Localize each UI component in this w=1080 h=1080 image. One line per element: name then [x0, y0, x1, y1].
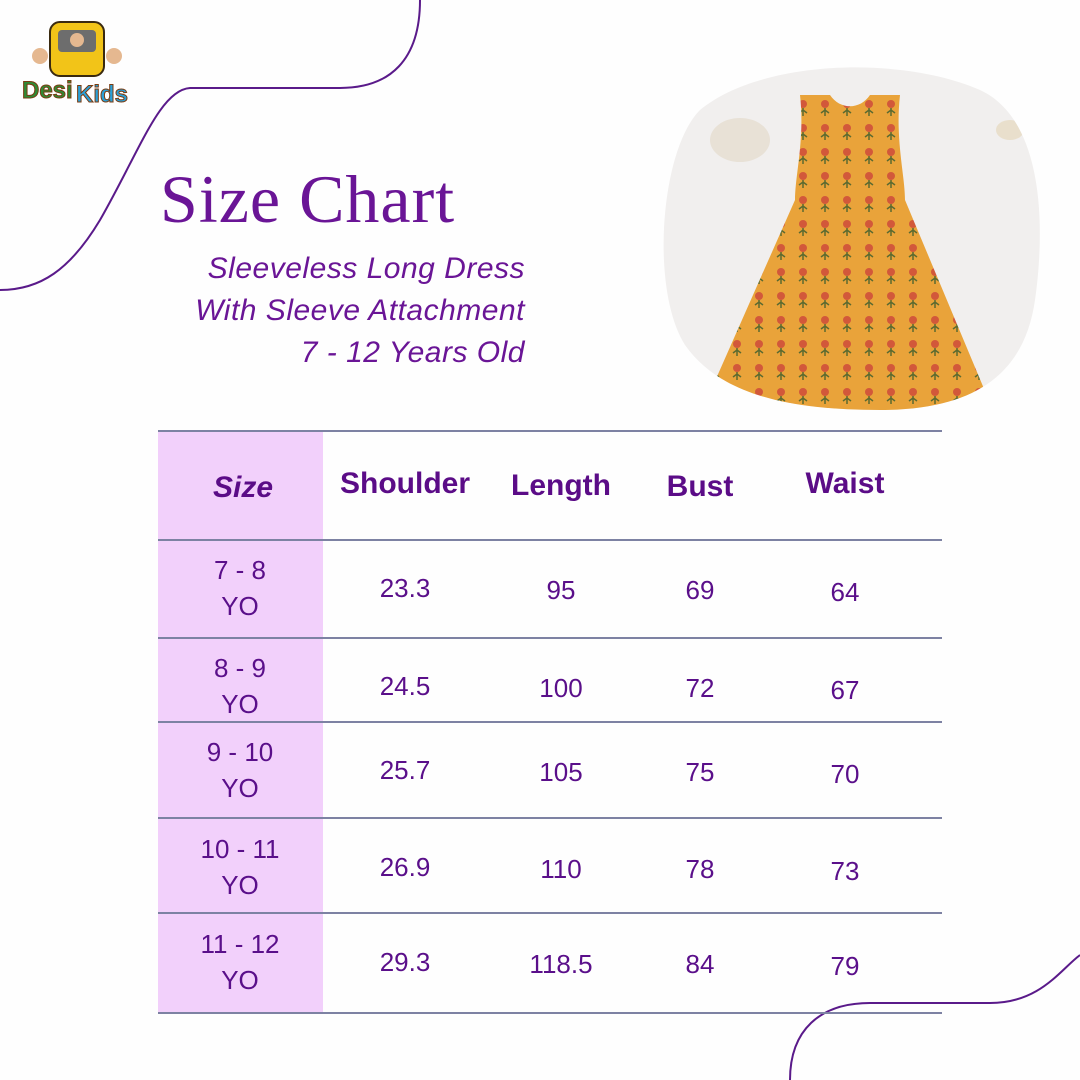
measurement-cell: 69 [685, 575, 715, 605]
size-label: 9 - 10 [206, 737, 274, 767]
table-rule [158, 817, 942, 819]
measurement-cell: 25.7 [379, 755, 431, 785]
table-rule [158, 637, 942, 639]
bottom-curve [789, 954, 1080, 1080]
size-cell: 9 - 10 YO [207, 734, 274, 806]
table-rule [158, 539, 942, 541]
measurement-cell: 79 [830, 951, 860, 981]
measurement-cell: 118.5 [529, 949, 593, 979]
size-label: 10 - 11 [200, 834, 280, 864]
dress-photo [663, 67, 1040, 410]
size-table: Size Shoulder Length Bust Waist 7 - 8 YO 2… [158, 430, 942, 1014]
header-waist: Waist [805, 467, 885, 500]
size-label: YO [221, 689, 259, 719]
size-cell: 11 - 12 YO [200, 926, 279, 998]
measurement-cell: 110 [540, 854, 582, 884]
header-shoulder: Shoulder [339, 467, 471, 500]
measurement-cell: 23.3 [379, 573, 431, 603]
table-rule [158, 430, 942, 432]
subtitle-line-3: 7 - 12 Years Old [300, 336, 525, 369]
subtitle-line-1: Sleeveless Long Dress [207, 252, 525, 285]
header-size: Size [212, 471, 274, 504]
measurement-cell: 67 [830, 675, 860, 705]
size-label: YO [221, 773, 259, 803]
table-rule [158, 721, 942, 723]
subtitle-line-2: With Sleeve Attachment [195, 294, 525, 327]
header-bust: Bust [666, 470, 734, 503]
size-label: 8 - 9 [213, 653, 267, 683]
size-label: YO [221, 870, 259, 900]
size-label: 11 - 12 [200, 929, 280, 959]
measurement-cell: 29.3 [379, 947, 431, 977]
measurement-cell: 95 [546, 575, 576, 605]
measurement-cell: 75 [685, 757, 715, 787]
measurement-cell: 105 [539, 757, 583, 787]
measurement-cell: 26.9 [379, 852, 431, 882]
table-rule [158, 912, 942, 914]
size-label: 7 - 8 [213, 555, 267, 585]
size-label: YO [221, 591, 259, 621]
measurement-cell: 78 [685, 854, 715, 884]
size-cell: 7 - 8 YO [214, 552, 266, 624]
measurement-cell: 73 [830, 856, 860, 886]
svg-text:Kids: Kids [76, 81, 128, 108]
table-rule [158, 1012, 942, 1014]
measurement-cell: 100 [539, 673, 583, 703]
measurement-cell: 72 [685, 673, 715, 703]
desi-kids-logo: Desi Kids [22, 18, 132, 110]
top-curve [0, 0, 421, 291]
svg-text:Desi: Desi [22, 77, 73, 104]
size-label: YO [221, 965, 259, 995]
page-title: Size Chart [160, 161, 456, 237]
size-cell: 8 - 9 YO [214, 650, 266, 722]
measurement-cell: 24.5 [379, 671, 431, 701]
measurement-cell: 84 [685, 949, 715, 979]
header-length: Length [511, 469, 611, 502]
measurement-cell: 64 [830, 577, 860, 607]
measurement-cell: 70 [830, 759, 860, 789]
size-cell: 10 - 11 YO [200, 831, 279, 903]
